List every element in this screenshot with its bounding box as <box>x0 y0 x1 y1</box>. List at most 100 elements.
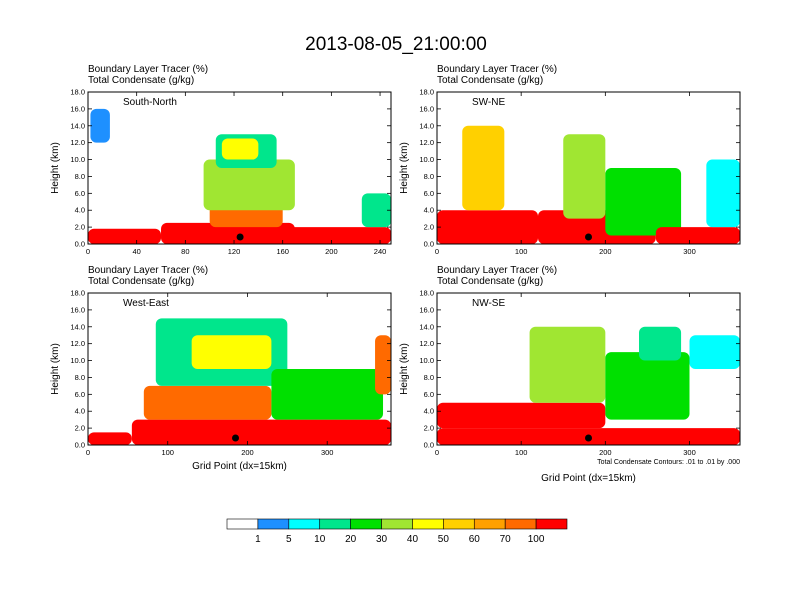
field-cell <box>462 125 505 211</box>
x-tick-label: 120 <box>228 247 241 256</box>
field-label: Boundary Layer Tracer (%) <box>88 64 208 75</box>
location-marker <box>236 233 244 241</box>
chart-title: 2013-08-05_21:00:00 <box>305 34 487 55</box>
field-cell <box>88 432 132 445</box>
y-tick-label: 12.0 <box>419 138 434 147</box>
colorbar-swatch <box>381 518 413 530</box>
x-tick-label: 100 <box>161 448 174 457</box>
field-cell <box>282 227 391 244</box>
x-tick-label: 0 <box>86 448 90 457</box>
colorbar-label: 40 <box>407 534 419 545</box>
colorbar-swatch <box>535 518 568 530</box>
y-tick-label: 10.0 <box>419 155 434 164</box>
colorbar-swatch <box>288 518 321 530</box>
x-tick-label: 200 <box>599 448 612 457</box>
colorbar-label: 100 <box>528 534 545 545</box>
colorbar-swatch <box>319 518 351 530</box>
y-tick-label: 10.0 <box>419 356 434 365</box>
y-tick-label: 4.0 <box>75 407 85 416</box>
field-cell <box>605 168 682 236</box>
panel-nw-se: 0.0 2.0 4.0 6.0 8.0 10.0 12.0 14.0 16.0 18.0 0 100 2… <box>399 265 741 484</box>
x-axis-label: Grid Point (dx=15km) <box>541 473 636 484</box>
y-tick-label: 18.0 <box>70 289 85 298</box>
x-tick-label: 300 <box>683 448 696 457</box>
colorbar-swatch <box>443 518 475 530</box>
y-axis-label: Height (km) <box>50 343 61 395</box>
field-cell <box>88 228 162 244</box>
colorbar-swatch <box>473 518 506 530</box>
y-tick-label: 4.0 <box>75 206 85 215</box>
y-tick-label: 16.0 <box>419 104 434 113</box>
contour-label: Total Condensate (g/kg) <box>88 276 194 287</box>
y-tick-label: 10.0 <box>70 155 85 164</box>
plot-frame <box>436 91 741 245</box>
plot-frame <box>87 292 392 446</box>
y-tick-label: 4.0 <box>424 407 434 416</box>
y-tick-label: 8.0 <box>424 172 434 181</box>
panel-label: South-North <box>123 97 177 108</box>
field-cell <box>563 134 606 219</box>
contour-label: Total Condensate (g/kg) <box>437 276 543 287</box>
y-tick-label: 2.0 <box>424 223 434 232</box>
colorbar-label: 30 <box>376 534 388 545</box>
x-tick-label: 0 <box>435 247 439 256</box>
field-cell <box>437 402 606 429</box>
y-tick-label: 8.0 <box>75 172 85 181</box>
field-cell <box>529 326 606 403</box>
y-tick-label: 12.0 <box>419 339 434 348</box>
y-tick-label: 2.0 <box>75 424 85 433</box>
panel-label: NW-SE <box>472 298 505 309</box>
field-cell <box>90 108 110 143</box>
y-tick-label: 6.0 <box>75 390 85 399</box>
colorbar-label: 5 <box>286 534 292 545</box>
y-tick-label: 14.0 <box>70 121 85 130</box>
panel-south-north: 0.0 2.0 4.0 6.0 8.0 10.0 12.0 14.0 16.0 18.0 0 40 80… <box>50 64 392 256</box>
x-tick-label: 80 <box>181 247 189 256</box>
colorbar-swatch <box>350 518 382 530</box>
x-tick-label: 100 <box>515 448 528 457</box>
y-tick-label: 6.0 <box>424 189 434 198</box>
y-tick-label: 16.0 <box>70 305 85 314</box>
x-tick-label: 100 <box>515 247 528 256</box>
y-axis-label: Height (km) <box>399 142 410 194</box>
field-cell <box>639 326 682 361</box>
x-tick-label: 300 <box>321 448 334 457</box>
x-tick-label: 0 <box>86 247 90 256</box>
field-cell <box>271 369 384 420</box>
panel-sw-ne: 0.0 2.0 4.0 6.0 8.0 10.0 12.0 14.0 16.0 18.0 0 100 2… <box>399 64 741 256</box>
field-cell <box>605 352 690 420</box>
y-tick-label: 12.0 <box>70 339 85 348</box>
y-tick-label: 2.0 <box>75 223 85 232</box>
panel-field <box>88 108 391 244</box>
x-tick-label: 40 <box>133 247 141 256</box>
field-label: Boundary Layer Tracer (%) <box>437 265 557 276</box>
field-cell <box>131 419 391 445</box>
contour-label: Total Condensate (g/kg) <box>88 75 194 86</box>
panel-label: West-East <box>123 298 169 309</box>
field-cell <box>689 335 740 369</box>
location-marker <box>585 233 592 241</box>
field-label: Boundary Layer Tracer (%) <box>437 64 557 75</box>
y-tick-label: 0.0 <box>424 441 434 450</box>
panel-west-east: 0.0 2.0 4.0 6.0 8.0 10.0 12.0 14.0 16.0 18.0 0 100 2… <box>50 265 392 472</box>
colorbar-swatch <box>504 518 537 530</box>
colorbar-swatch <box>257 518 290 530</box>
panels-group: 0.0 2.0 4.0 6.0 8.0 10.0 12.0 14.0 16.0 18.0 0 40 80… <box>50 64 741 484</box>
location-marker <box>232 434 240 442</box>
y-tick-label: 0.0 <box>75 441 85 450</box>
colorbar-label: 1 <box>255 534 261 545</box>
panel-field <box>437 125 740 244</box>
field-cell <box>437 210 538 244</box>
colorbar-label: 10 <box>314 534 326 545</box>
y-tick-label: 14.0 <box>70 322 85 331</box>
field-cell <box>143 385 272 420</box>
field-label: Boundary Layer Tracer (%) <box>88 265 208 276</box>
x-tick-label: 160 <box>276 247 289 256</box>
field-cell <box>191 335 272 369</box>
plot-frame <box>87 91 392 245</box>
x-tick-label: 200 <box>325 247 338 256</box>
y-tick-label: 14.0 <box>419 322 434 331</box>
field-cell <box>161 222 295 244</box>
y-tick-label: 10.0 <box>70 356 85 365</box>
field-cell <box>203 159 295 211</box>
